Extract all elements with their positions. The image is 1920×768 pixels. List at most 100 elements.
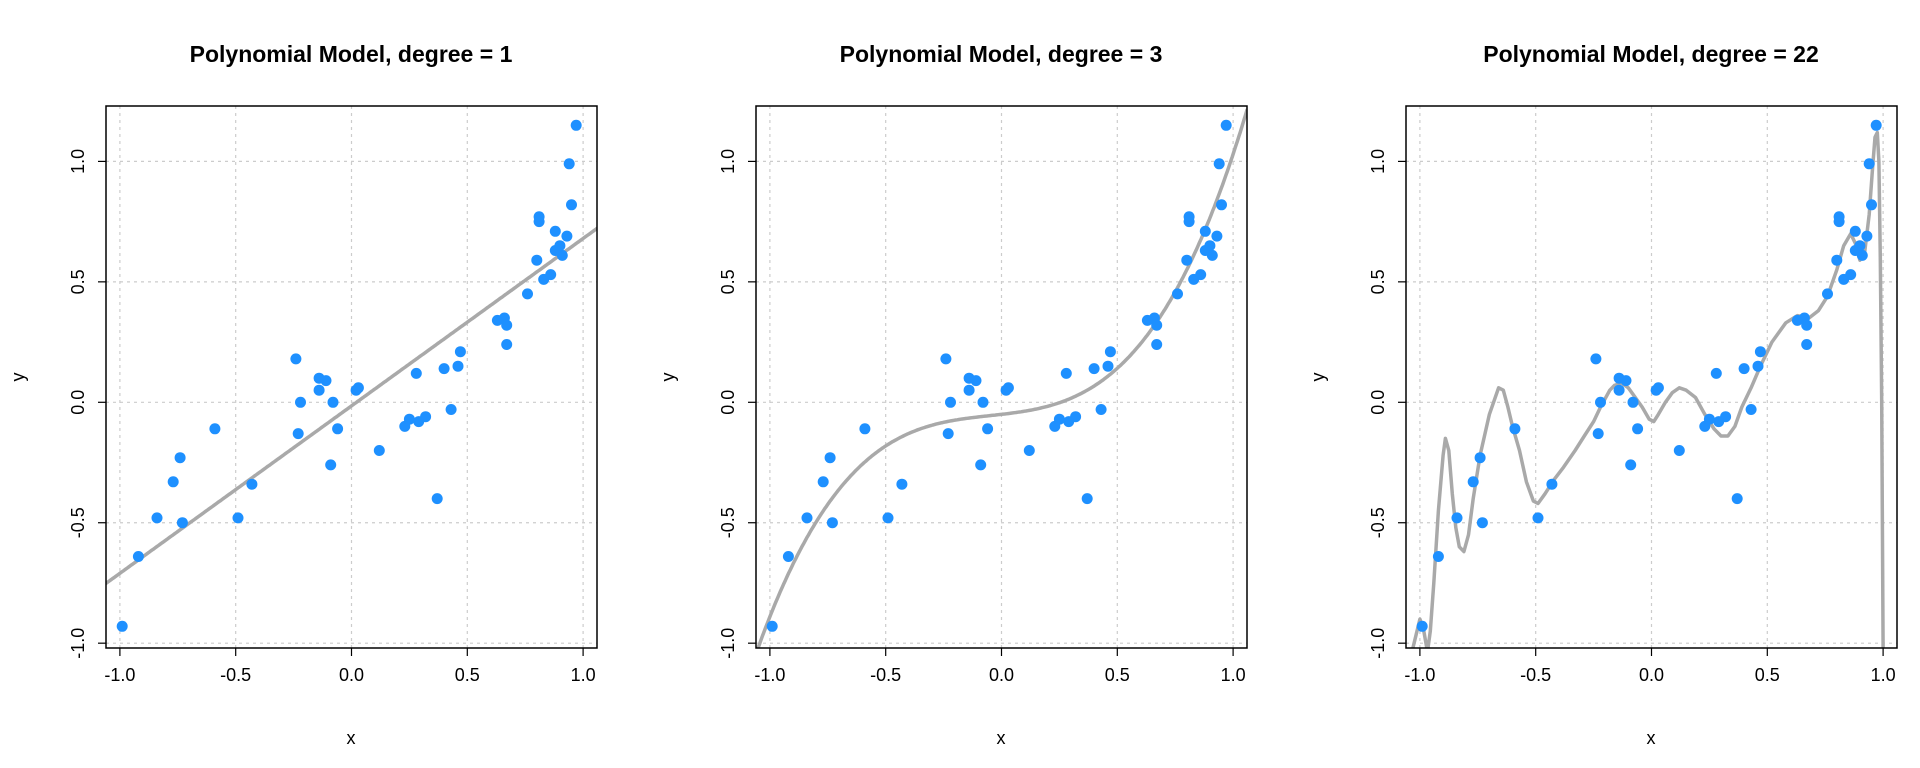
data-point: [352, 382, 364, 394]
data-point: [1088, 363, 1100, 375]
data-point: [1627, 396, 1639, 408]
data-point: [209, 423, 221, 435]
data-point: [1474, 452, 1486, 464]
data-point: [1467, 476, 1479, 488]
data-point: [438, 363, 450, 375]
data-point: [1183, 211, 1195, 223]
data-point: [533, 211, 545, 223]
axes: -1.0 -0.5 0.0 0.5 1.0 -1.0 -0.5 0.0 0.5 1.0: [718, 149, 1246, 685]
axes: -1.0 -0.5 0.0 0.5 1.0 -1.0 -0.5 0.0 0.5 1.0: [1368, 149, 1896, 685]
x-tick-label: 0.5: [1755, 665, 1780, 685]
data-point: [801, 512, 813, 524]
data-points: [766, 119, 1232, 632]
data-point: [882, 512, 894, 524]
data-point: [313, 384, 325, 396]
data-point: [963, 384, 975, 396]
data-point: [566, 199, 577, 211]
data-point: [246, 478, 258, 490]
data-point: [1181, 254, 1193, 266]
y-tick-label: -0.5: [68, 507, 88, 538]
data-point: [1731, 493, 1743, 505]
x-tick-label: -0.5: [870, 665, 901, 685]
x-tick-label: -1.0: [754, 665, 785, 685]
x-tick-label: 0.5: [455, 665, 480, 685]
data-point: [1023, 445, 1035, 456]
axes: -1.0 -0.5 0.0 0.5 1.0 -1.0 -0.5 0.0 0.5 1.0: [68, 149, 596, 685]
y-tick-label: -1.0: [718, 628, 738, 659]
data-point: [554, 240, 566, 252]
data-point: [410, 367, 422, 379]
data-point: [174, 452, 186, 464]
data-point: [332, 423, 344, 435]
data-point: [325, 459, 337, 471]
data-point: [292, 428, 304, 440]
data-point: [1592, 428, 1604, 440]
data-point: [1199, 225, 1211, 237]
data-points: [1416, 119, 1882, 632]
data-point: [531, 254, 543, 266]
data-point: [1211, 230, 1223, 242]
y-tick-label: 1.0: [1368, 149, 1388, 174]
data-point: [1151, 339, 1163, 350]
data-point: [1172, 288, 1183, 300]
y-tick-label: 0.5: [1368, 269, 1388, 294]
data-point: [1866, 199, 1877, 211]
x-tick-label: 1.0: [571, 665, 596, 685]
data-point: [817, 476, 829, 488]
data-point: [295, 396, 306, 408]
x-tick-label: -1.0: [1404, 665, 1435, 685]
data-point: [501, 319, 513, 331]
data-point: [549, 225, 561, 237]
data-point: [1613, 384, 1625, 396]
y-tick-label: 0.0: [68, 390, 88, 415]
data-point: [1195, 269, 1207, 281]
x-axis-label: x: [347, 728, 356, 748]
data-point: [1861, 230, 1873, 242]
data-point: [1801, 319, 1813, 331]
panel-title: Polynomial Model, degree = 1: [190, 41, 513, 67]
y-tick-label: 0.5: [718, 269, 738, 294]
data-point: [1845, 269, 1857, 281]
grid: [756, 106, 1247, 648]
x-tick-label: -0.5: [1520, 665, 1551, 685]
data-point: [570, 119, 582, 131]
data-point: [1213, 158, 1225, 170]
data-point: [1620, 375, 1632, 387]
data-point: [1509, 423, 1521, 435]
data-point: [176, 517, 188, 529]
data-point: [1451, 512, 1463, 524]
data-point: [1632, 423, 1644, 435]
data-point: [1856, 249, 1868, 261]
data-point: [452, 360, 464, 372]
data-point: [561, 230, 573, 242]
data-point: [1863, 158, 1875, 170]
data-point: [1849, 225, 1861, 237]
data-point: [232, 512, 244, 524]
y-tick-label: 1.0: [718, 149, 738, 174]
data-point: [859, 423, 871, 435]
data-point: [1738, 363, 1750, 375]
x-axis-label: x: [1647, 728, 1656, 748]
y-tick-label: -0.5: [1368, 507, 1388, 538]
data-point: [1102, 360, 1114, 372]
data-point: [1206, 249, 1218, 261]
data-point: [766, 620, 778, 632]
data-point: [1416, 620, 1428, 632]
data-point: [327, 396, 339, 408]
data-point: [1703, 413, 1715, 425]
data-point: [1833, 211, 1845, 223]
data-point: [1070, 411, 1082, 423]
data-point: [556, 249, 568, 261]
data-point: [1854, 240, 1866, 252]
data-point: [1095, 404, 1107, 415]
fit-curve: [106, 226, 597, 586]
y-tick-label: 0.5: [68, 269, 88, 294]
data-point: [522, 288, 533, 300]
panel-degree-3: Polynomial Model, degree = 3 x y -1.0 -0.…: [658, 41, 1248, 748]
data-point: [167, 476, 179, 488]
plot-frame: [105, 105, 598, 649]
data-point: [1002, 382, 1014, 394]
data-point: [545, 269, 557, 281]
data-point: [132, 551, 144, 562]
